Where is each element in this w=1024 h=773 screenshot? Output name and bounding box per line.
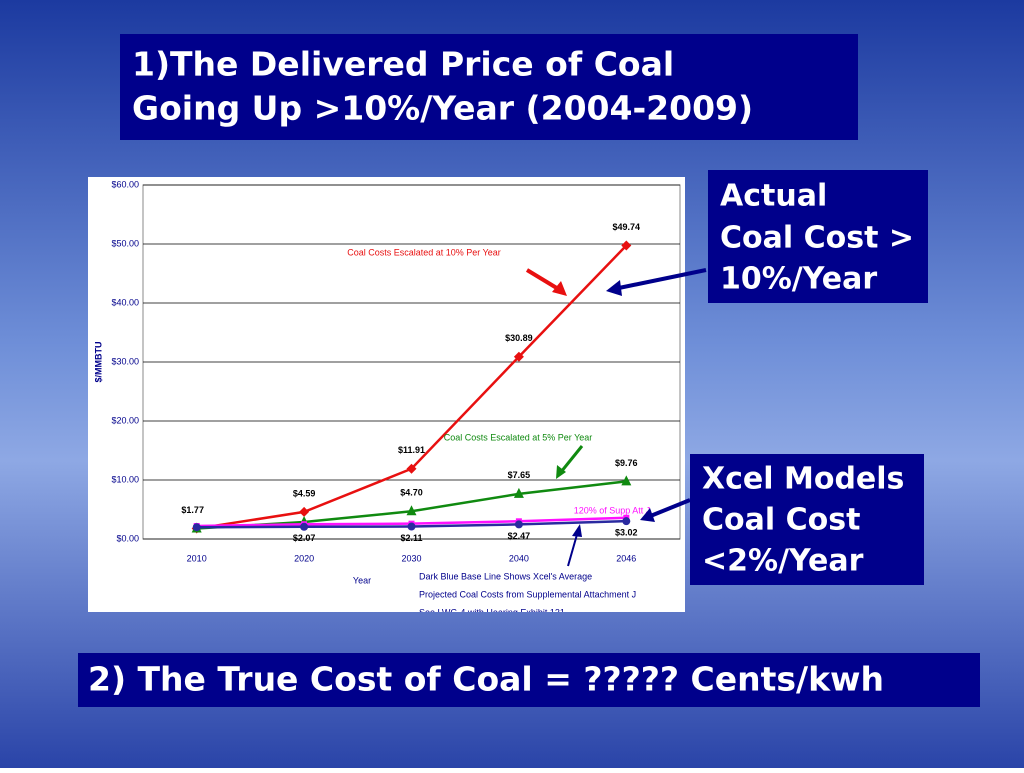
marker [406,463,417,474]
series-label: Coal Costs Escalated at 5% Per Year [444,432,593,442]
arrows [525,268,707,567]
x-tick-label: 2030 [401,553,421,563]
data-label: $2.07 [293,533,316,543]
callout-text: <2%/Year [702,544,864,579]
y-tick-label: $30.00 [111,356,139,366]
marker [513,351,524,362]
title: Going Up >10%/Year (2004-2009) [132,89,753,128]
annotation: Dark Blue Base Line Shows Xcel's Average [419,571,592,581]
x-tick-label: 2046 [616,553,636,563]
marker [406,505,417,516]
y-tick-label: $10.00 [111,474,139,484]
chart: $0.00 $10.00 $20.00 $30.00 $40.00 $50.00 $60.0… [93,179,681,617]
callout-box [708,170,928,303]
title-box [120,34,858,140]
annotation: See LWG-4 with Hearing Exhibit 121 [419,607,565,617]
y-tick-label: $0.00 [116,533,139,543]
callout-box [690,454,924,585]
x-tick-label: 2020 [294,553,314,563]
marker [514,520,523,529]
marker [407,522,416,531]
y-tick-label: $40.00 [111,297,139,307]
marker [622,517,631,526]
data-label: $4.70 [400,488,423,498]
callout-text: Xcel Models [702,462,904,497]
data-label: $3.02 [615,528,638,538]
title: 1)The Delivered Price of Coal [132,45,674,84]
marker [621,475,632,486]
x-axis-label: Year [353,575,371,585]
y-axis-label: $/MMBTU [93,342,103,383]
data-label: $2.11 [400,533,422,543]
marker [513,487,524,498]
marker [299,506,310,517]
annotation: Projected Coal Costs from Supplemental A… [419,589,636,599]
series-label: Coal Costs Escalated at 10% Per Year [347,247,501,257]
y-tick-label: $20.00 [111,415,139,425]
data-label: $49.74 [613,222,641,232]
x-tick-label: 2040 [509,553,529,563]
data-label: $2.47 [508,531,531,541]
data-label: $7.65 [508,470,531,480]
callout-text: Coal Cost [702,503,860,538]
marker [192,523,201,532]
data-label: $9.76 [615,458,638,468]
bottom-text: 2) The True Cost of Coal = ????? Cents/k… [88,660,884,699]
data-label: $11.91 [398,445,425,455]
y-tick-label: $60.00 [111,179,139,189]
marker [621,240,632,251]
callout-text: 10%/Year [720,262,877,297]
data-label: $4.59 [293,488,316,498]
callout-text: Actual [720,179,827,214]
data-label: $1.77 [181,505,204,515]
marker [300,522,309,531]
series-label: 120% of Supp Att J [574,505,651,515]
x-tick-label: 2010 [187,553,207,563]
bottom-box [78,653,980,707]
callout-text: Coal Cost > [720,221,914,256]
y-tick-label: $50.00 [111,238,139,248]
data-label: $30.89 [505,333,533,343]
